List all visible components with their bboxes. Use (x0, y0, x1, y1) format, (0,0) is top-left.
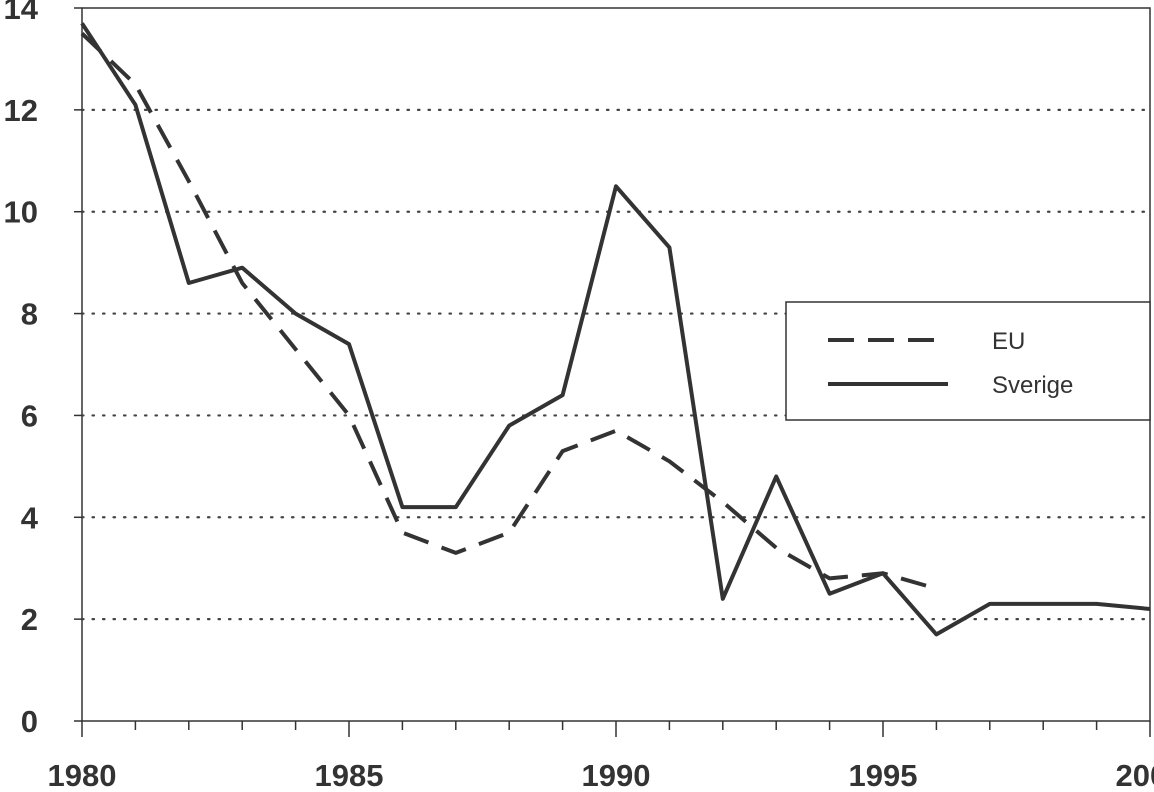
legend-box (785, 301, 1151, 421)
y-tick-label-0: 0 (21, 704, 38, 739)
y-tick-labels: 0 2 4 6 8 10 12 14 (4, 0, 39, 739)
y-tick-label-12: 12 (4, 93, 38, 128)
x-tick-label-1980: 1980 (48, 758, 117, 792)
y-tick-label-14: 14 (4, 0, 39, 26)
series-line-eu (80, 32, 937, 591)
x-tick-label-2000: 2000 (1116, 758, 1154, 792)
legend-label-sverige: Sverige (992, 372, 1073, 399)
axis-ticks (74, 7, 1151, 737)
series-lines (80, 22, 1151, 637)
x-tick-labels: 1980 1985 1990 1995 2000 (48, 758, 1154, 792)
y-tick-label-10: 10 (4, 195, 38, 230)
x-tick-label-1995: 1995 (849, 758, 918, 792)
gridlines (80, 108, 1152, 621)
x-tick-label-1985: 1985 (315, 758, 384, 792)
y-tick-label-8: 8 (21, 297, 38, 332)
series-line-sverige (80, 22, 1151, 637)
y-tick-label-4: 4 (21, 500, 39, 535)
y-tick-label-6: 6 (21, 398, 38, 433)
legend: EU Sverige (785, 301, 1151, 421)
legend-label-eu: EU (992, 328, 1025, 355)
y-tick-label-2: 2 (21, 602, 38, 637)
x-tick-label-1990: 1990 (582, 758, 651, 792)
